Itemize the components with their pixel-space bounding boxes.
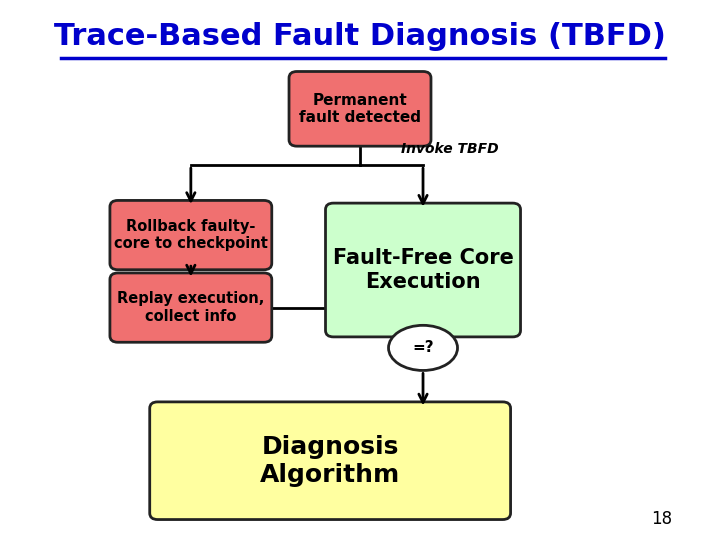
Text: Invoke TBFD: Invoke TBFD: [401, 142, 498, 156]
Text: Permanent
fault detected: Permanent fault detected: [299, 93, 421, 125]
FancyBboxPatch shape: [110, 200, 271, 270]
Text: Fault-Free Core
Execution: Fault-Free Core Execution: [333, 248, 513, 292]
Text: =?: =?: [413, 340, 434, 355]
FancyBboxPatch shape: [150, 402, 510, 519]
Text: Diagnosis
Algorithm: Diagnosis Algorithm: [260, 435, 400, 487]
FancyBboxPatch shape: [289, 71, 431, 146]
FancyBboxPatch shape: [110, 273, 271, 342]
FancyBboxPatch shape: [325, 203, 521, 337]
Text: Trace-Based Fault Diagnosis (TBFD): Trace-Based Fault Diagnosis (TBFD): [54, 22, 666, 51]
Text: Rollback faulty-
core to checkpoint: Rollback faulty- core to checkpoint: [114, 219, 268, 251]
Text: Replay execution,
collect info: Replay execution, collect info: [117, 292, 264, 324]
Text: 18: 18: [651, 510, 672, 528]
Ellipse shape: [389, 325, 457, 370]
